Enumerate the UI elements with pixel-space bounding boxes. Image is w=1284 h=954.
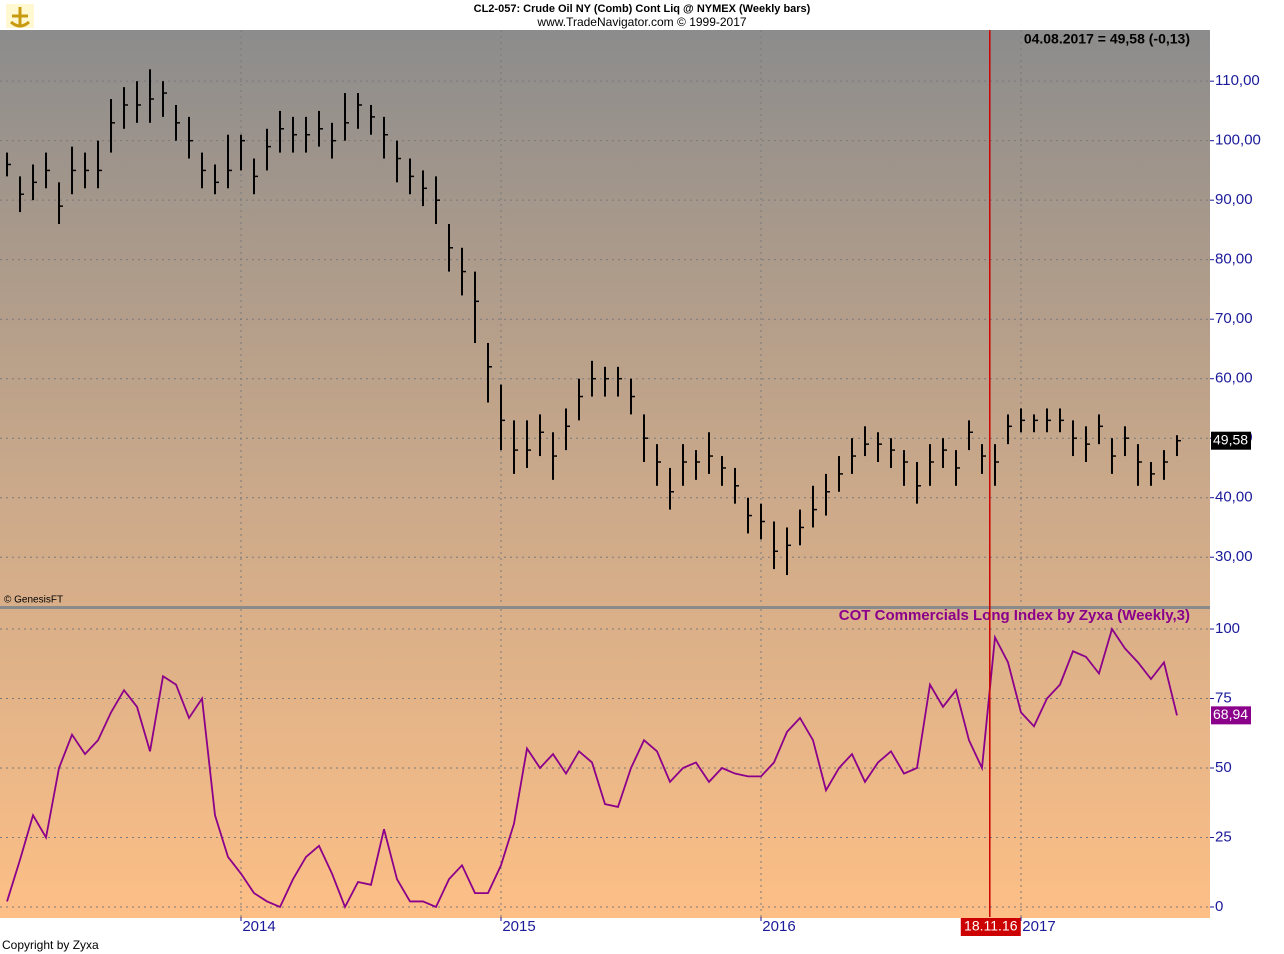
y-tick-label: 60,00 bbox=[1215, 370, 1253, 387]
info-text: 04.08.2017 = 49,58 (-0,13) bbox=[1024, 31, 1190, 47]
last-value-label: 68,94 bbox=[1213, 706, 1248, 722]
footer: Copyright by Zyxa bbox=[2, 938, 99, 952]
y-tick-label: 40,00 bbox=[1215, 489, 1253, 506]
x-tick-label: 2017 bbox=[1022, 918, 1055, 935]
last-value-label: 49,58 bbox=[1213, 431, 1248, 447]
chart-subtitle: www.TradeNavigator.com © 1999-2017 bbox=[536, 15, 746, 29]
x-tick-label: 2016 bbox=[762, 918, 795, 935]
chart-title: CL2-057: Crude Oil NY (Comb) Cont Liq @ … bbox=[474, 3, 811, 15]
y-tick-label: 100 bbox=[1215, 620, 1240, 637]
y-tick-label: 80,00 bbox=[1215, 251, 1253, 268]
x-tick-label: 2014 bbox=[242, 918, 275, 935]
y-tick-label: 0 bbox=[1215, 898, 1223, 915]
indicator-line bbox=[6, 626, 1178, 910]
indicator-title: COT Commercials Long Index by Zyxa (Week… bbox=[839, 607, 1190, 624]
x-tick-label: 2015 bbox=[502, 918, 535, 935]
source-text: © GenesisFT bbox=[4, 595, 63, 606]
crosshair-badge bbox=[960, 918, 1021, 936]
last-value-badge bbox=[1211, 431, 1251, 450]
y-tick-label: 110,00 bbox=[1215, 72, 1260, 89]
y-tick-label: 50 bbox=[1215, 759, 1232, 776]
y-tick-label: 25 bbox=[1215, 828, 1232, 845]
last-value-badge bbox=[1211, 706, 1251, 725]
y-tick-label: 90,00 bbox=[1215, 191, 1253, 208]
y-tick-label: 70,00 bbox=[1215, 310, 1253, 327]
y-tick-label: 75 bbox=[1215, 689, 1232, 706]
plot-background bbox=[0, 30, 1210, 918]
logo bbox=[6, 4, 34, 28]
y-tick-label: 100,00 bbox=[1215, 132, 1261, 149]
crosshair-label: 18.11.16 bbox=[964, 918, 1018, 934]
y-tick-label: 30,00 bbox=[1215, 548, 1253, 565]
